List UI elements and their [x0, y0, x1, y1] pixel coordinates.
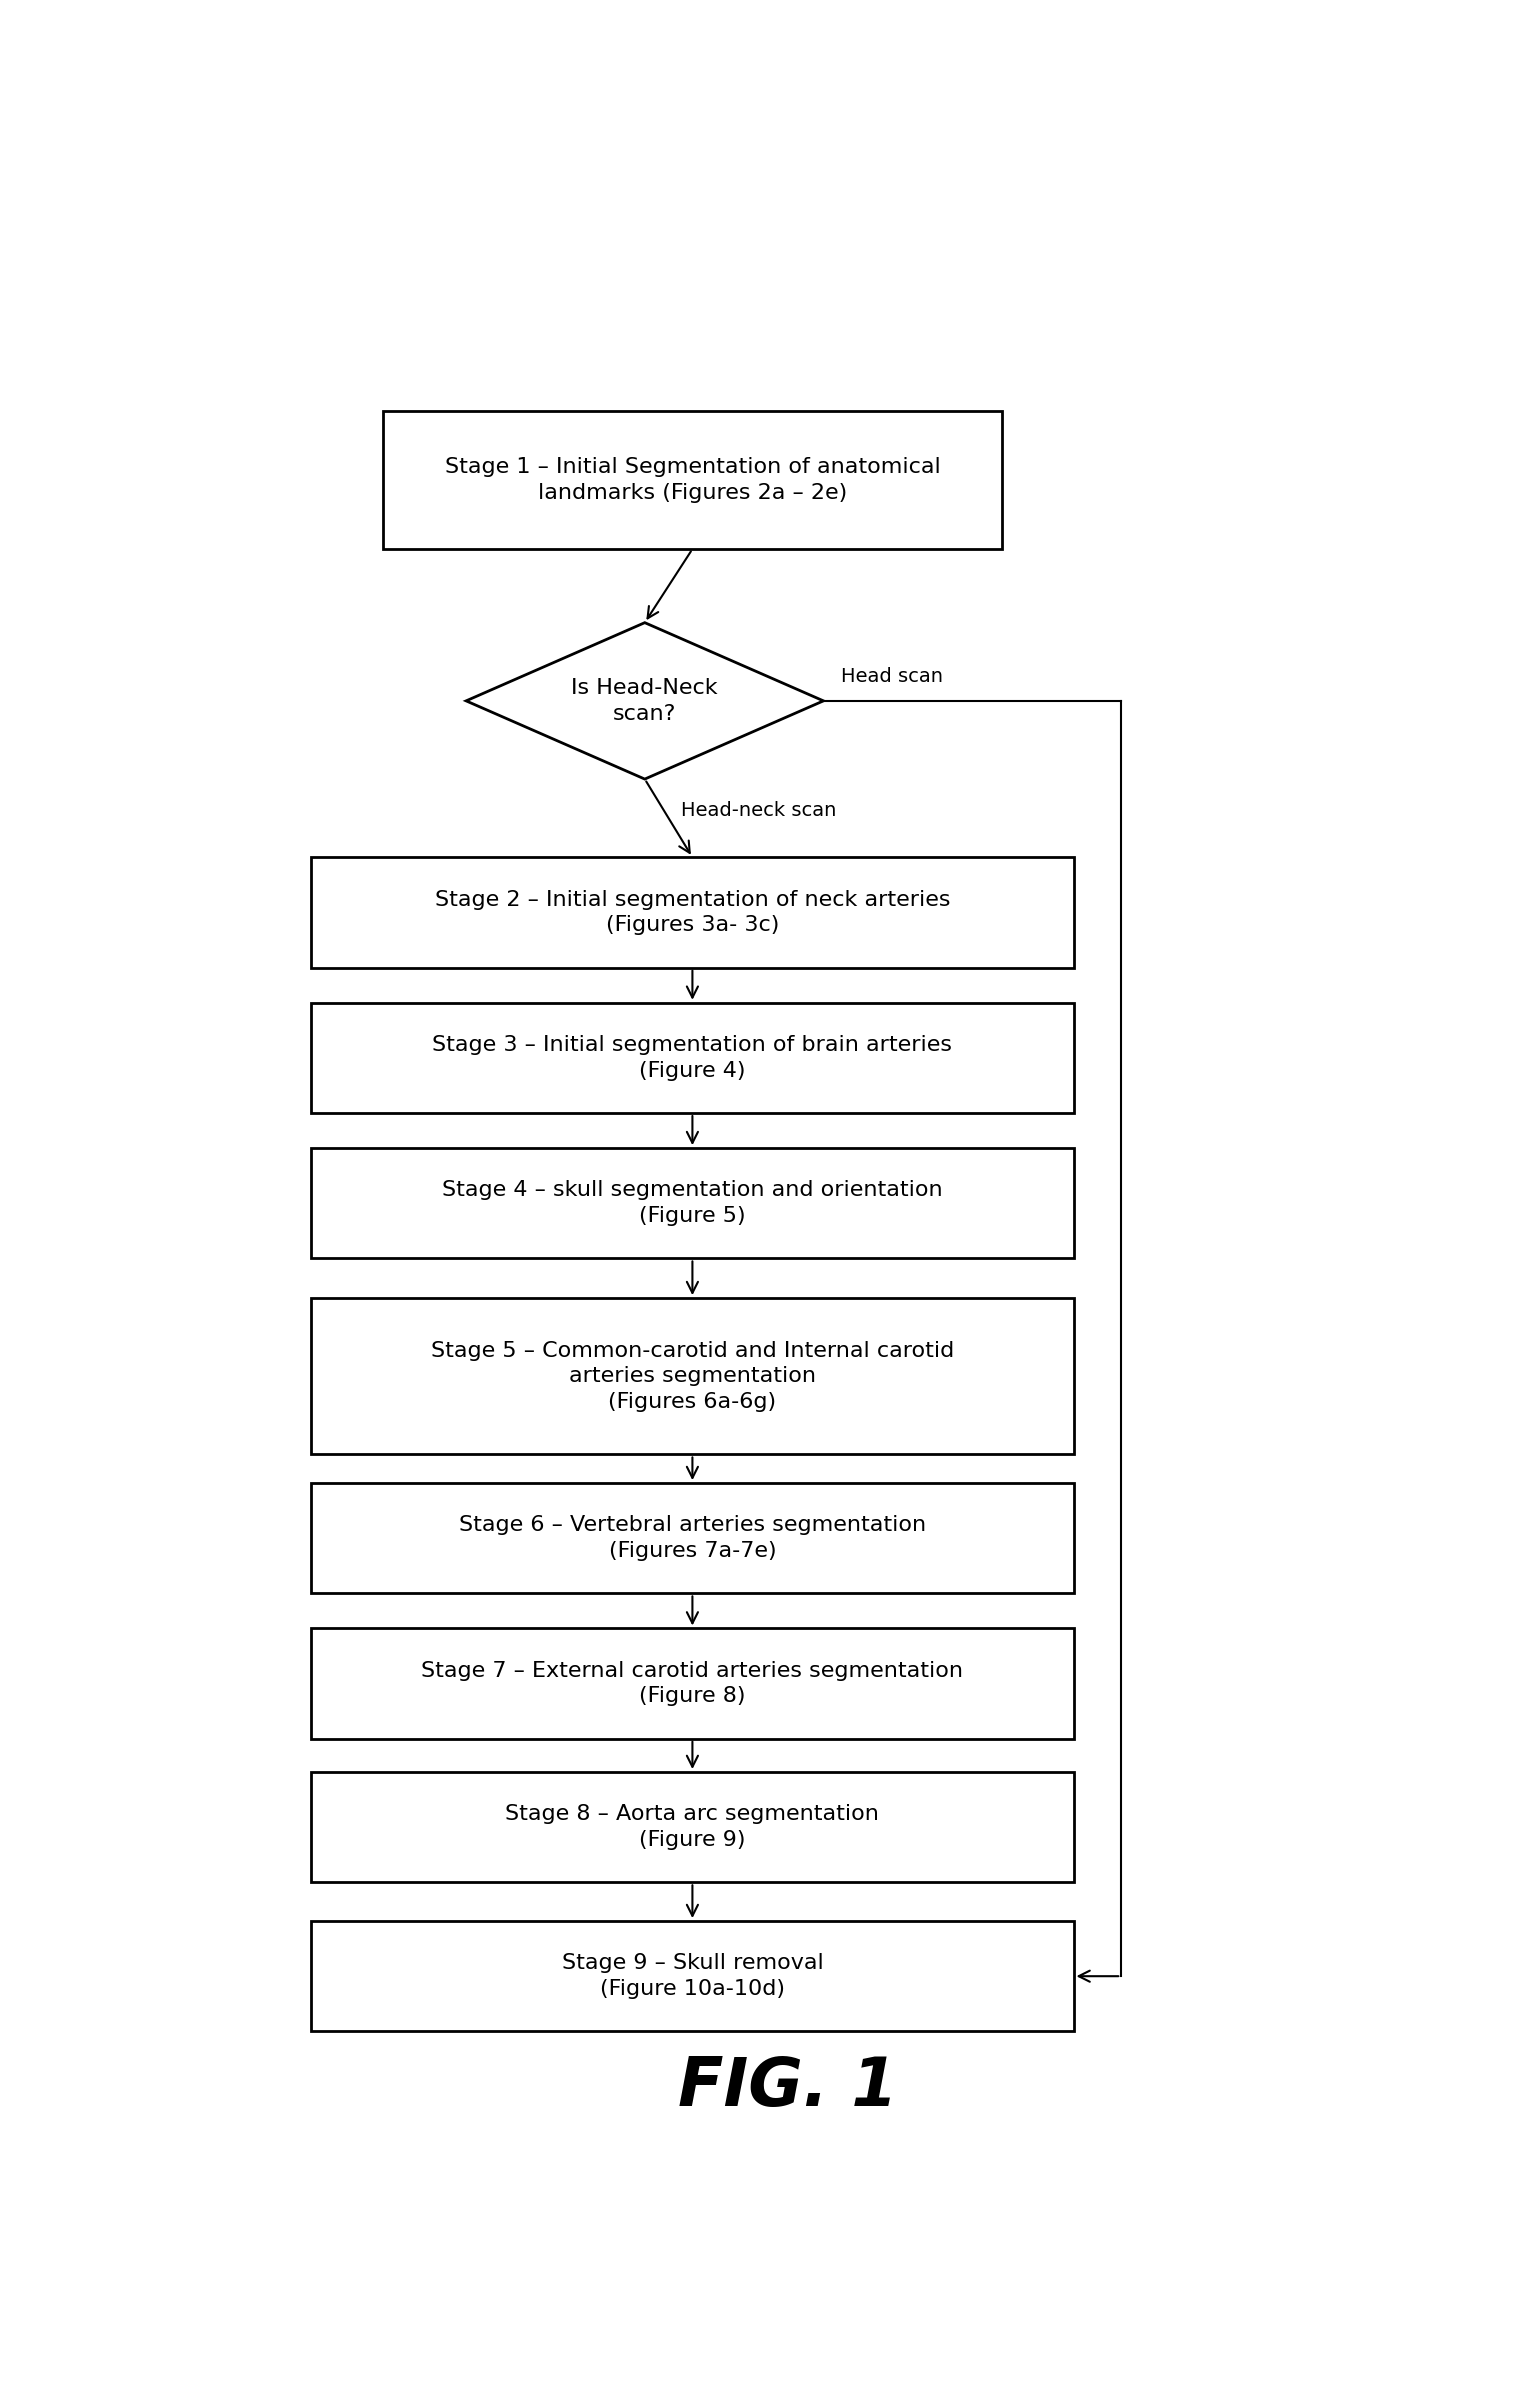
FancyBboxPatch shape	[310, 1298, 1073, 1456]
FancyBboxPatch shape	[310, 858, 1073, 968]
Polygon shape	[466, 624, 824, 779]
FancyBboxPatch shape	[310, 1771, 1073, 1883]
Text: Is Head-Neck
scan?: Is Head-Neck scan?	[572, 679, 718, 724]
FancyBboxPatch shape	[310, 1004, 1073, 1114]
FancyBboxPatch shape	[310, 1147, 1073, 1260]
Text: Stage 3 – Initial segmentation of brain arteries
(Figure 4): Stage 3 – Initial segmentation of brain …	[432, 1035, 953, 1080]
Text: Head scan: Head scan	[841, 667, 944, 686]
FancyBboxPatch shape	[383, 411, 1002, 550]
Text: Stage 5 – Common-carotid and Internal carotid
arteries segmentation
(Figures 6a-: Stage 5 – Common-carotid and Internal ca…	[430, 1341, 954, 1412]
Text: Stage 9 – Skull removal
(Figure 10a-10d): Stage 9 – Skull removal (Figure 10a-10d)	[561, 1953, 824, 1998]
Text: Head-neck scan: Head-neck scan	[681, 801, 836, 820]
Text: Stage 6 – Vertebral arteries segmentation
(Figures 7a-7e): Stage 6 – Vertebral arteries segmentatio…	[460, 1515, 925, 1561]
FancyBboxPatch shape	[310, 1628, 1073, 1740]
FancyBboxPatch shape	[310, 1482, 1073, 1594]
Text: Stage 4 – skull segmentation and orientation
(Figure 5): Stage 4 – skull segmentation and orienta…	[443, 1181, 942, 1226]
Text: Stage 7 – External carotid arteries segmentation
(Figure 8): Stage 7 – External carotid arteries segm…	[421, 1661, 964, 1706]
Text: Stage 8 – Aorta arc segmentation
(Figure 9): Stage 8 – Aorta arc segmentation (Figure…	[506, 1804, 879, 1850]
FancyBboxPatch shape	[310, 1922, 1073, 2032]
Text: FIG. 1: FIG. 1	[678, 2053, 898, 2120]
Text: Stage 1 – Initial Segmentation of anatomical
landmarks (Figures 2a – 2e): Stage 1 – Initial Segmentation of anatom…	[444, 456, 941, 502]
Text: Stage 2 – Initial segmentation of neck arteries
(Figures 3a- 3c): Stage 2 – Initial segmentation of neck a…	[435, 889, 950, 934]
